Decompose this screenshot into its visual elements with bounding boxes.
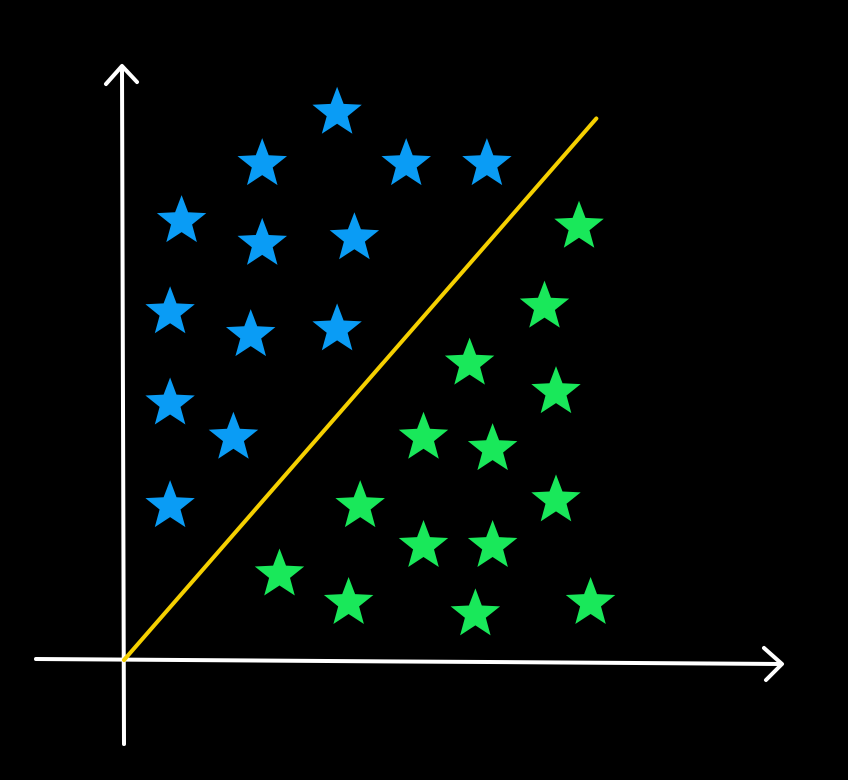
blue-star-point bbox=[145, 480, 195, 528]
green-star-point bbox=[519, 280, 570, 328]
data-points bbox=[145, 86, 616, 636]
green-star-point bbox=[467, 423, 518, 471]
blue-star-point bbox=[156, 195, 207, 243]
blue-star-point bbox=[462, 138, 512, 186]
blue-star-point bbox=[226, 309, 276, 357]
green-star-point bbox=[450, 588, 501, 636]
green-star-point bbox=[398, 520, 449, 567]
blue-star-point bbox=[145, 377, 195, 425]
x-axis bbox=[34, 657, 782, 666]
green-star-point bbox=[467, 520, 518, 567]
blue-star-point bbox=[145, 286, 195, 334]
green-star-point bbox=[554, 200, 604, 248]
green-star-point bbox=[323, 577, 374, 624]
x-axis-arrowhead bbox=[762, 646, 784, 682]
green-star-point bbox=[565, 577, 616, 624]
green-star-point bbox=[444, 337, 495, 385]
blue-star-point bbox=[329, 212, 380, 260]
blue-star-point bbox=[208, 411, 259, 459]
blue-star-point bbox=[312, 86, 362, 134]
green-star-point bbox=[335, 480, 385, 528]
green-star-point bbox=[531, 474, 581, 522]
blue-star-point bbox=[237, 138, 287, 186]
y-axis bbox=[120, 66, 126, 746]
decision-boundary-line bbox=[122, 116, 599, 662]
green-star-point bbox=[254, 548, 305, 596]
green-star-point bbox=[531, 366, 581, 414]
green-star-point bbox=[398, 411, 449, 459]
axes bbox=[34, 64, 784, 746]
blue-star-point bbox=[381, 138, 431, 186]
blue-star-point bbox=[237, 217, 287, 265]
y-axis-arrowhead bbox=[104, 64, 139, 86]
blue-star-point bbox=[312, 303, 362, 351]
